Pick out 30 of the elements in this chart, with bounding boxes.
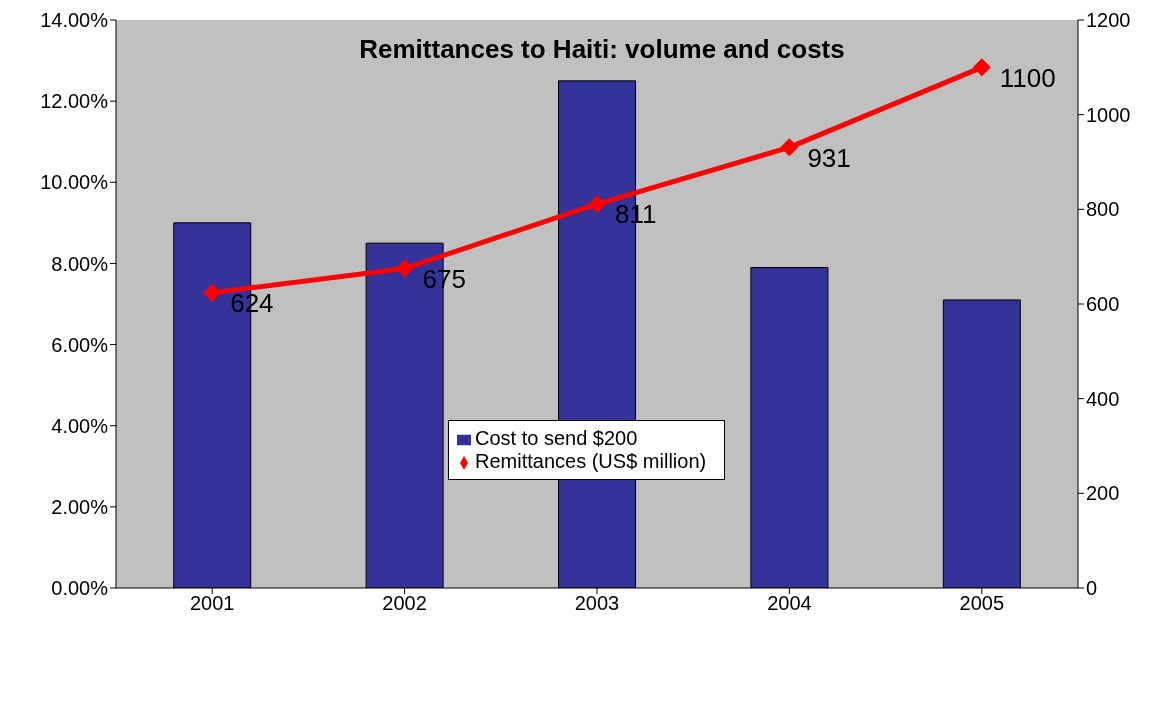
legend-label: Remittances (US$ million) — [475, 450, 707, 472]
y-tick-label: 10.00% — [40, 171, 109, 194]
y2-tick-label: 400 — [1086, 387, 1120, 410]
point — [395, 259, 414, 278]
y2-tick-label: 1000 — [1086, 103, 1131, 126]
y-tick-label: 8.00% — [51, 252, 109, 275]
data-label: 1100 — [999, 62, 1056, 93]
x-tick-label: 2002 — [382, 592, 427, 615]
y-tick-label: 12.00% — [40, 90, 109, 113]
y-tick-label: 6.00% — [51, 333, 109, 356]
x-tick-label: 2005 — [959, 592, 1005, 615]
y-tick-label: 4.00% — [51, 414, 109, 437]
x-tick-label: 2004 — [767, 592, 812, 615]
point — [588, 195, 606, 214]
y-tick-label: 0.00% — [51, 577, 109, 600]
point — [780, 138, 799, 157]
y-tick-label: 2.00% — [51, 495, 109, 518]
legend-label: Cost to send $200 — [475, 427, 638, 449]
data-label: 931 — [807, 142, 851, 173]
y2-tick-label: 200 — [1086, 482, 1120, 505]
y2-tick-label: 600 — [1086, 293, 1120, 316]
y-tick-label: 14.00% — [40, 9, 109, 32]
point — [203, 283, 222, 302]
y2-tick-label: 1200 — [1086, 9, 1131, 32]
point — [972, 58, 991, 77]
text: Remittances to Haiti: volume and costs — [359, 34, 845, 64]
y2-tick-label: 0 — [1086, 577, 1098, 600]
x-tick-label: 2003 — [574, 592, 620, 615]
x-tick-label: 2001 — [189, 592, 235, 615]
y2-tick-label: 800 — [1086, 198, 1120, 221]
